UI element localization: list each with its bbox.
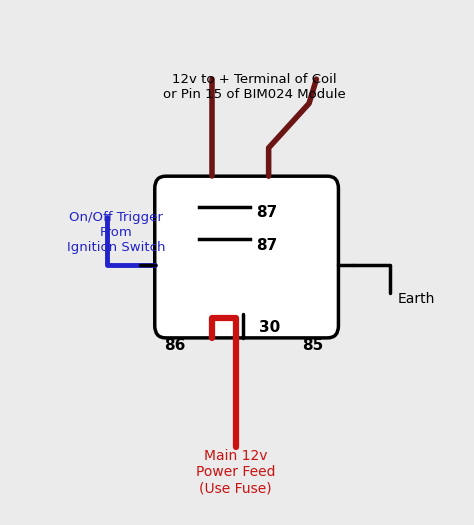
Text: 87: 87 xyxy=(256,205,277,220)
Text: 85: 85 xyxy=(302,339,323,353)
Text: Earth: Earth xyxy=(397,292,435,307)
FancyBboxPatch shape xyxy=(155,176,338,338)
Text: Main 12v
Power Feed
(Use Fuse): Main 12v Power Feed (Use Fuse) xyxy=(196,449,275,496)
Text: 30: 30 xyxy=(259,320,281,335)
Text: 87: 87 xyxy=(256,238,277,253)
Text: On/Off Trigger
From
Ignition Switch: On/Off Trigger From Ignition Switch xyxy=(66,211,165,254)
Text: 86: 86 xyxy=(164,339,186,353)
Text: 12v to + Terminal of Coil
or Pin 15 of BIM024 Module: 12v to + Terminal of Coil or Pin 15 of B… xyxy=(163,73,346,101)
